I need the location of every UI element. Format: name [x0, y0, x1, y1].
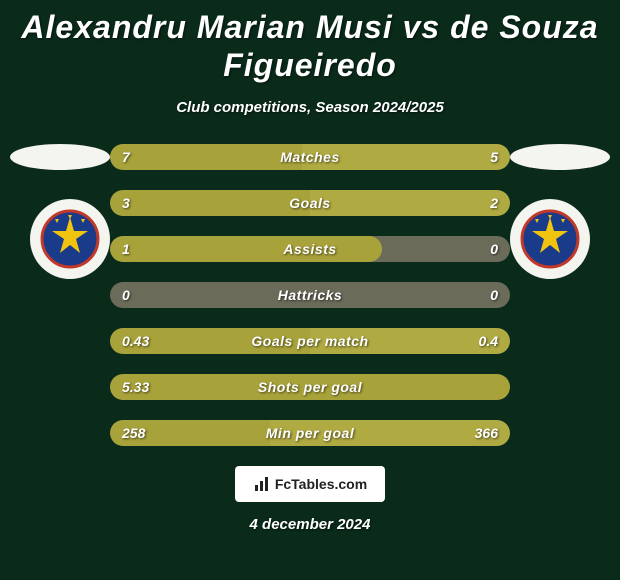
stat-bars: 75Matches 32Goals 10Assists 00Hattricks 0.43…	[110, 144, 510, 446]
club-crest-icon	[520, 209, 580, 269]
brand-logo: FcTables.com	[235, 466, 385, 502]
page-subtitle: Club competitions, Season 2024/2025	[0, 99, 620, 116]
club-badge-left	[30, 199, 110, 279]
page-title: Alexandru Marian Musi vs de Souza Figuei…	[0, 0, 620, 85]
club-badge-right	[510, 199, 590, 279]
stat-bar-row: 5.33Shots per goal	[110, 374, 510, 400]
player-left-ellipse	[10, 144, 110, 170]
chart-icon	[253, 475, 271, 493]
bar-label: Assists	[110, 236, 510, 262]
bar-label: Min per goal	[110, 420, 510, 446]
comparison-chart: 75Matches 32Goals 10Assists 00Hattricks 0.43…	[0, 144, 620, 446]
bar-label: Goals	[110, 190, 510, 216]
stat-bar-row: 00Hattricks	[110, 282, 510, 308]
stat-bar-row: 75Matches	[110, 144, 510, 170]
brand-text: FcTables.com	[275, 476, 367, 492]
stat-bar-row: 32Goals	[110, 190, 510, 216]
stat-bar-row: 10Assists	[110, 236, 510, 262]
club-crest-icon	[40, 209, 100, 269]
player-right-ellipse	[510, 144, 610, 170]
bar-label: Matches	[110, 144, 510, 170]
stat-bar-row: 258366Min per goal	[110, 420, 510, 446]
bar-label: Shots per goal	[110, 374, 510, 400]
bar-label: Hattricks	[110, 282, 510, 308]
stat-bar-row: 0.430.4Goals per match	[110, 328, 510, 354]
footer-date: 4 december 2024	[0, 516, 620, 533]
bar-label: Goals per match	[110, 328, 510, 354]
